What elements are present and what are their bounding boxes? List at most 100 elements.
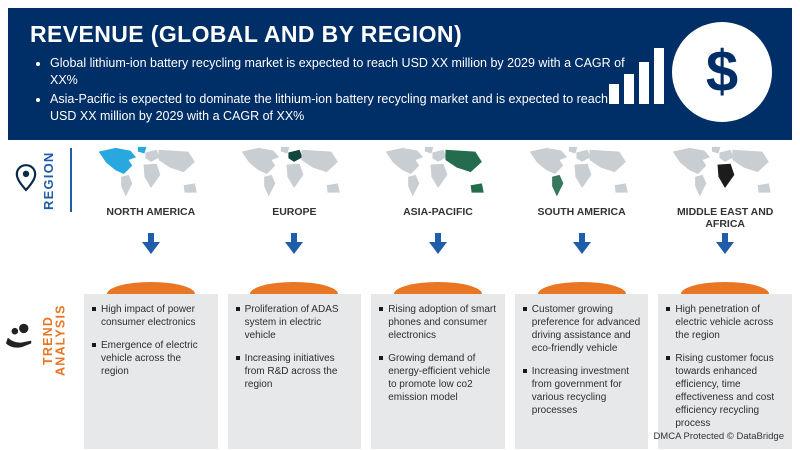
down-arrow-icon <box>428 233 447 254</box>
continent-europe <box>432 149 447 162</box>
continent-australia <box>470 183 484 193</box>
continent-africa <box>717 163 735 188</box>
trend-text: Proliferation of ADAS system in electric… <box>244 304 339 341</box>
region-row: NORTH AMERICA EUROPE <box>84 146 792 255</box>
continent-australia <box>757 183 771 193</box>
continent-south-america <box>264 174 276 197</box>
continent-europe <box>145 149 160 162</box>
trend-item: Increasing initiatives from R&D across t… <box>235 352 354 391</box>
trend-axis-label: TREND ANALYSIS <box>41 304 68 376</box>
continent-greenland <box>568 146 577 154</box>
continent-south-america <box>695 174 707 197</box>
continent-south-america <box>551 174 563 197</box>
map-middle-east-africa <box>672 146 771 197</box>
trend-text: Increasing investment from government fo… <box>531 366 630 416</box>
continent-north-america <box>529 147 567 174</box>
continent-asia <box>158 149 195 173</box>
region-name: MIDDLE EAST AND AFRICA <box>676 206 774 231</box>
header-bullet-text: Global lithium-ion battery recycling mar… <box>50 56 625 87</box>
region-column-middle-east-africa: MIDDLE EAST AND AFRICA <box>658 146 792 255</box>
continent-asia <box>732 149 770 173</box>
trend-item: Rising adoption of smart phones and cons… <box>379 303 497 342</box>
continent-australia <box>183 183 197 193</box>
map-north-america <box>98 146 197 197</box>
bar-icon <box>609 84 619 104</box>
region-name: NORTH AMERICA <box>106 206 196 218</box>
continent-australia <box>327 183 341 193</box>
continent-africa <box>430 163 448 188</box>
trend-item: Emergence of electric vehicle across the… <box>92 339 210 378</box>
continent-europe <box>575 149 590 162</box>
header: REVENUE (GLOBAL AND BY REGION) Global li… <box>8 8 792 140</box>
region-column-north-america: NORTH AMERICA <box>84 146 218 255</box>
trend-item: Customer growing preference for advanced… <box>522 303 641 355</box>
map-south-america <box>529 146 628 197</box>
continent-south-america <box>120 174 133 197</box>
trend-item: Growing demand of energy-efficient vehic… <box>379 352 497 404</box>
header-bullet-list: Global lithium-ion battery recycling mar… <box>50 55 625 124</box>
region-column-europe: EUROPE <box>228 146 362 255</box>
map-asia-pacific <box>385 146 484 197</box>
trend-panel: Rising adoption of smart phones and cons… <box>371 294 505 449</box>
region-name: ASIA-PACIFIC <box>403 206 473 218</box>
continent-africa <box>574 163 591 188</box>
trend-panel: Customer growing preference for advanced… <box>514 294 649 449</box>
header-bullet: Global lithium-ion battery recycling mar… <box>50 55 625 88</box>
continent-europe <box>719 149 734 162</box>
region-name: SOUTH AMERICA <box>537 206 626 218</box>
continent-north-america <box>672 147 711 174</box>
bar-chart-icon <box>609 40 664 104</box>
region-column-south-america: SOUTH AMERICA <box>515 146 649 255</box>
trend-text: High penetration of electric vehicle acr… <box>675 304 774 341</box>
down-arrow-icon <box>572 233 591 254</box>
trend-column-south-america: Customer growing preference for advanced… <box>514 282 649 449</box>
trend-item: Increasing investment from government fo… <box>522 365 641 417</box>
trend-text: Increasing initiatives from R&D across t… <box>244 353 338 390</box>
region-divider <box>70 148 72 212</box>
trend-column-asia-pacific: Rising adoption of smart phones and cons… <box>371 282 505 449</box>
trend-item: Proliferation of ADAS system in electric… <box>235 303 354 342</box>
bar-icon <box>639 62 649 104</box>
orange-dome <box>393 282 482 294</box>
region-axis-label: REGION <box>41 151 56 211</box>
orange-dome <box>106 282 195 294</box>
trend-panel: Proliferation of ADAS system in electric… <box>227 294 362 449</box>
continent-greenland <box>424 146 434 154</box>
continent-north-america <box>242 147 280 174</box>
trend-text: High impact of power consumer electronic… <box>101 304 196 328</box>
trend-text: Emergence of electric vehicle across the… <box>101 340 198 377</box>
trend-text: Rising adoption of smart phones and cons… <box>388 304 497 341</box>
trend-column-europe: Proliferation of ADAS system in electric… <box>227 282 362 449</box>
orange-dome <box>681 282 770 294</box>
continent-asia <box>445 149 482 173</box>
trend-row: High impact of power consumer electronic… <box>84 282 792 449</box>
continent-asia <box>301 149 339 173</box>
trend-item: High penetration of electric vehicle acr… <box>666 303 784 342</box>
continent-greenland <box>137 146 147 154</box>
orange-dome <box>537 282 626 294</box>
continent-africa <box>286 163 304 188</box>
continent-africa <box>143 163 161 188</box>
dollar-coin-icon: $ <box>672 22 772 122</box>
bar-icon <box>654 48 664 104</box>
trend-panel: High penetration of electric vehicle acr… <box>658 294 792 449</box>
map-europe <box>242 146 341 197</box>
continent-north-america <box>98 147 136 174</box>
down-arrow-icon <box>716 233 735 255</box>
trend-text: Customer growing preference for advanced… <box>531 304 641 354</box>
continent-asia <box>589 149 626 173</box>
down-arrow-icon <box>285 233 304 254</box>
trend-item: Rising customer focus towards enhanced e… <box>666 352 784 430</box>
page-title: REVENUE (GLOBAL AND BY REGION) <box>30 21 462 47</box>
orange-dome <box>250 282 339 294</box>
continent-greenland <box>281 146 290 154</box>
continent-greenland <box>712 146 721 154</box>
trend-panel: High impact of power consumer electronic… <box>84 294 218 449</box>
trend-column-middle-east-africa: High penetration of electric vehicle acr… <box>658 282 792 449</box>
trend-item: High impact of power consumer electronic… <box>92 303 210 329</box>
header-bullet-text: Asia-Pacific is expected to dominate the… <box>50 92 608 123</box>
region-name: EUROPE <box>272 206 317 218</box>
down-arrow-icon <box>141 233 160 254</box>
continent-north-america <box>385 147 424 174</box>
